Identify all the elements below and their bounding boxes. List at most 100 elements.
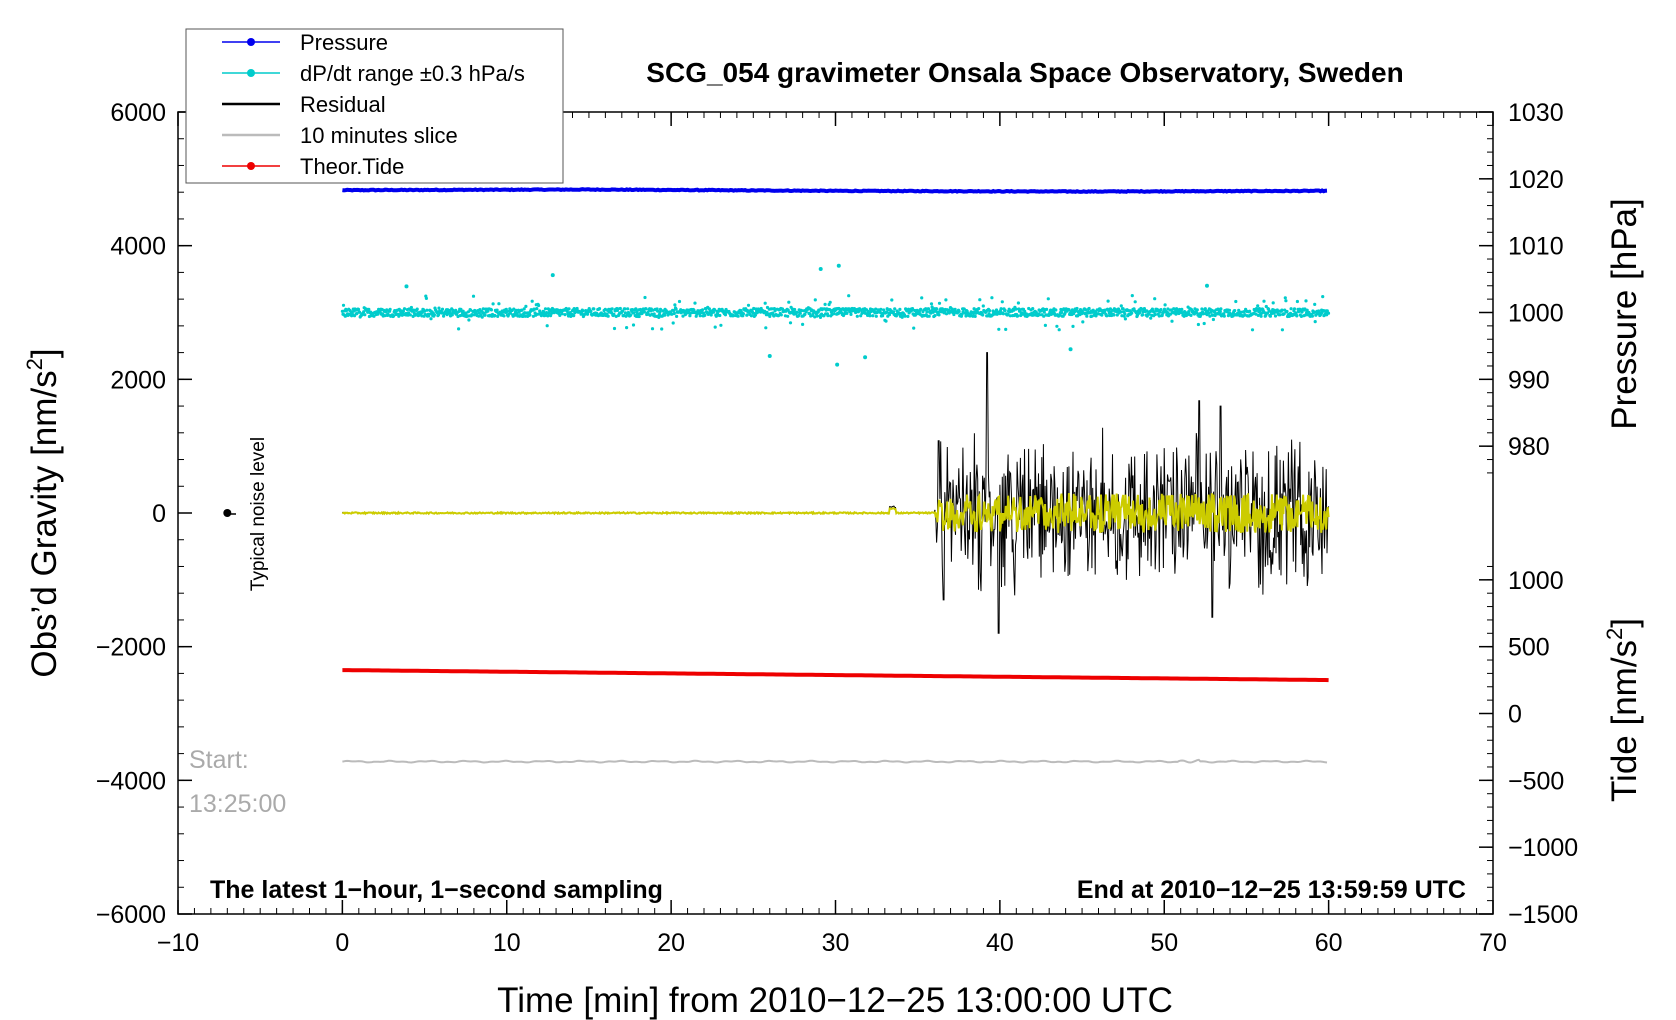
dpdt-point	[688, 314, 692, 318]
legend-label: 10 minutes slice	[300, 123, 458, 148]
dpdt-point	[1153, 297, 1157, 301]
dpdt-point	[937, 301, 942, 305]
dpdt-point	[1239, 310, 1243, 314]
dpdt-point	[610, 307, 614, 311]
dpdt-point	[1147, 312, 1151, 316]
series-layer	[340, 187, 1331, 764]
dpdt-point	[803, 312, 807, 316]
dpdt-point	[1165, 310, 1169, 315]
dpdt-point	[973, 314, 977, 318]
dpdt-point	[1057, 328, 1061, 332]
dpdt-point	[960, 312, 964, 316]
x-tick-label: 30	[822, 929, 850, 957]
dpdt-point	[919, 307, 923, 311]
dpdt-outlier	[550, 273, 555, 278]
dpdt-point	[580, 311, 584, 316]
dpdt-point	[471, 294, 476, 298]
dpdt-point	[1130, 311, 1134, 315]
pressure-tick-label: 1030	[1508, 99, 1564, 127]
dpdt-point	[845, 311, 849, 315]
dpdt-point	[700, 308, 705, 312]
dpdt-point	[1219, 307, 1223, 311]
dpdt-point	[1268, 314, 1272, 318]
dpdt-point	[489, 308, 493, 312]
y-axis-label-left: Obs’d Gravity [nm/s2]	[22, 348, 64, 677]
dpdt-point	[560, 312, 564, 316]
dpdt-point	[1106, 299, 1110, 303]
dpdt-point	[711, 310, 716, 314]
dpdt-point	[917, 310, 922, 314]
dpdt-point	[957, 309, 961, 313]
dpdt-point	[1045, 307, 1049, 311]
dpdt-point	[925, 310, 929, 314]
tide-tick-label: −1500	[1508, 901, 1578, 929]
dpdt-point	[786, 314, 790, 318]
dpdt-point	[884, 319, 888, 323]
dpdt-point	[1123, 312, 1127, 316]
dpdt-point	[971, 314, 975, 318]
dpdt-point	[832, 312, 836, 316]
dpdt-point	[1187, 310, 1191, 314]
dpdt-point	[1100, 313, 1104, 317]
dpdt-point	[910, 307, 915, 311]
dpdt-point	[1313, 302, 1317, 306]
dpdt-point	[801, 322, 805, 326]
chart-title: SCG_054 gravimeter Onsala Space Observat…	[646, 57, 1403, 88]
dpdt-point	[1170, 319, 1174, 323]
dpdt-point	[495, 308, 499, 312]
dpdt-point	[1256, 313, 1260, 317]
dpdt-point	[795, 310, 799, 314]
dpdt-point	[1027, 306, 1031, 311]
dpdt-point	[1258, 309, 1262, 313]
dpdt-point	[658, 310, 662, 314]
dpdt-point	[344, 309, 348, 313]
dpdt-point	[1087, 306, 1091, 311]
dpdt-point	[367, 307, 371, 311]
dpdt-point	[406, 311, 411, 315]
dpdt-point	[933, 314, 937, 318]
dpdt-point	[871, 314, 875, 318]
dpdt-point	[1326, 311, 1331, 315]
y-tick-label: 0	[152, 500, 166, 528]
dpdt-point	[661, 309, 665, 313]
dpdt-point	[990, 296, 994, 300]
dpdt-point	[677, 299, 682, 304]
dpdt-point	[1042, 310, 1046, 314]
dpdt-point	[1112, 313, 1116, 317]
dpdt-point	[415, 307, 419, 311]
dpdt-point	[1121, 307, 1125, 311]
dpdt-point	[1285, 309, 1289, 314]
dpdt-point	[927, 314, 931, 318]
dpdt-point	[763, 301, 767, 305]
noise-marker-dot	[223, 509, 232, 517]
series-dpdt	[340, 263, 1331, 367]
dpdt-point	[1250, 328, 1255, 332]
dpdt-point	[741, 312, 746, 316]
dpdt-point	[900, 315, 904, 319]
dpdt-point	[413, 313, 417, 317]
dpdt-point	[847, 294, 851, 298]
dpdt-point	[713, 308, 717, 312]
axis-ticks: −10 0 10 20 30 40 50 60 70−6000−4000−20000200040…	[96, 99, 1578, 957]
dpdt-point	[672, 311, 676, 316]
dpdt-point	[572, 314, 576, 318]
dpdt-point	[944, 312, 949, 316]
dpdt-point	[1004, 327, 1008, 331]
dpdt-outlier	[1204, 283, 1209, 288]
dpdt-point	[1295, 299, 1299, 304]
legend-entries: Pressure dP/dt range ±0.3 hPa/s Residual 10…	[222, 30, 525, 179]
x-tick-label: 50	[1150, 929, 1178, 957]
dpdt-point	[1023, 309, 1027, 313]
legend-marker	[247, 69, 255, 77]
dpdt-point	[1043, 323, 1047, 327]
dpdt-point	[1196, 322, 1200, 327]
dpdt-point	[807, 312, 812, 316]
legend-box	[185, 28, 564, 184]
dpdt-outlier	[863, 355, 868, 360]
dpdt-point	[981, 313, 985, 317]
pressure-tick-label: 980	[1508, 433, 1550, 461]
y-tick-label: 4000	[110, 233, 166, 261]
dpdt-point	[623, 307, 627, 311]
dpdt-point	[461, 309, 465, 313]
